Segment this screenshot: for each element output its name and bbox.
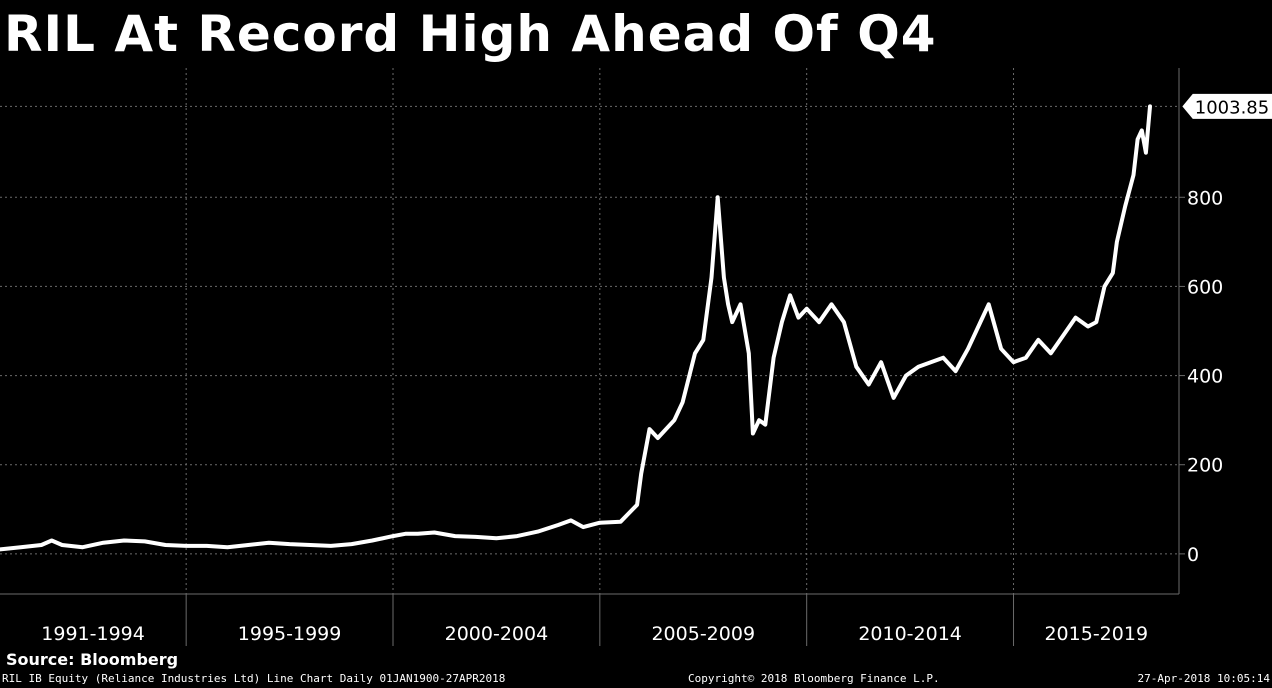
- grid-lines: [0, 68, 1179, 594]
- x-period-label: 1995-1999: [238, 623, 342, 645]
- x-period-label: 2010-2014: [858, 623, 962, 645]
- x-period-label: 2015-2019: [1044, 623, 1148, 645]
- line-chart: 0 200 400 600 800 1991-1994 1995-1999 2000-200…: [0, 68, 1272, 646]
- source-label: Source: Bloomberg: [6, 650, 179, 669]
- last-value-marker: 1003.85: [1182, 93, 1272, 119]
- y-tick-label: 200: [1187, 455, 1223, 477]
- y-tick-label: 0: [1187, 544, 1199, 566]
- x-period-label: 1991-1994: [41, 623, 145, 645]
- last-value-label: 1003.85: [1195, 97, 1269, 118]
- x-axis-periods: 1991-1994 1995-1999 2000-2004 2005-2009 2010…: [41, 594, 1148, 646]
- footer-timestamp: 27-Apr-2018 10:05:14: [1137, 672, 1270, 685]
- y-tick-label: 600: [1187, 276, 1223, 298]
- y-tick-label: 800: [1187, 187, 1223, 209]
- series-line: [0, 104, 1152, 552]
- footer-copyright: Copyright© 2018 Bloomberg Finance L.P.: [688, 672, 940, 685]
- y-tick-label: 400: [1187, 366, 1223, 388]
- x-period-label: 2005-2009: [651, 623, 755, 645]
- x-period-label: 2000-2004: [445, 623, 549, 645]
- chart-title: RIL At Record High Ahead Of Q4: [4, 5, 937, 63]
- series-layer: [0, 104, 1152, 552]
- footer-description: RIL IB Equity (Reliance Industries Ltd) …: [2, 672, 506, 685]
- last-value-box: [1182, 93, 1272, 119]
- y-axis: 0 200 400 600 800: [0, 68, 1223, 595]
